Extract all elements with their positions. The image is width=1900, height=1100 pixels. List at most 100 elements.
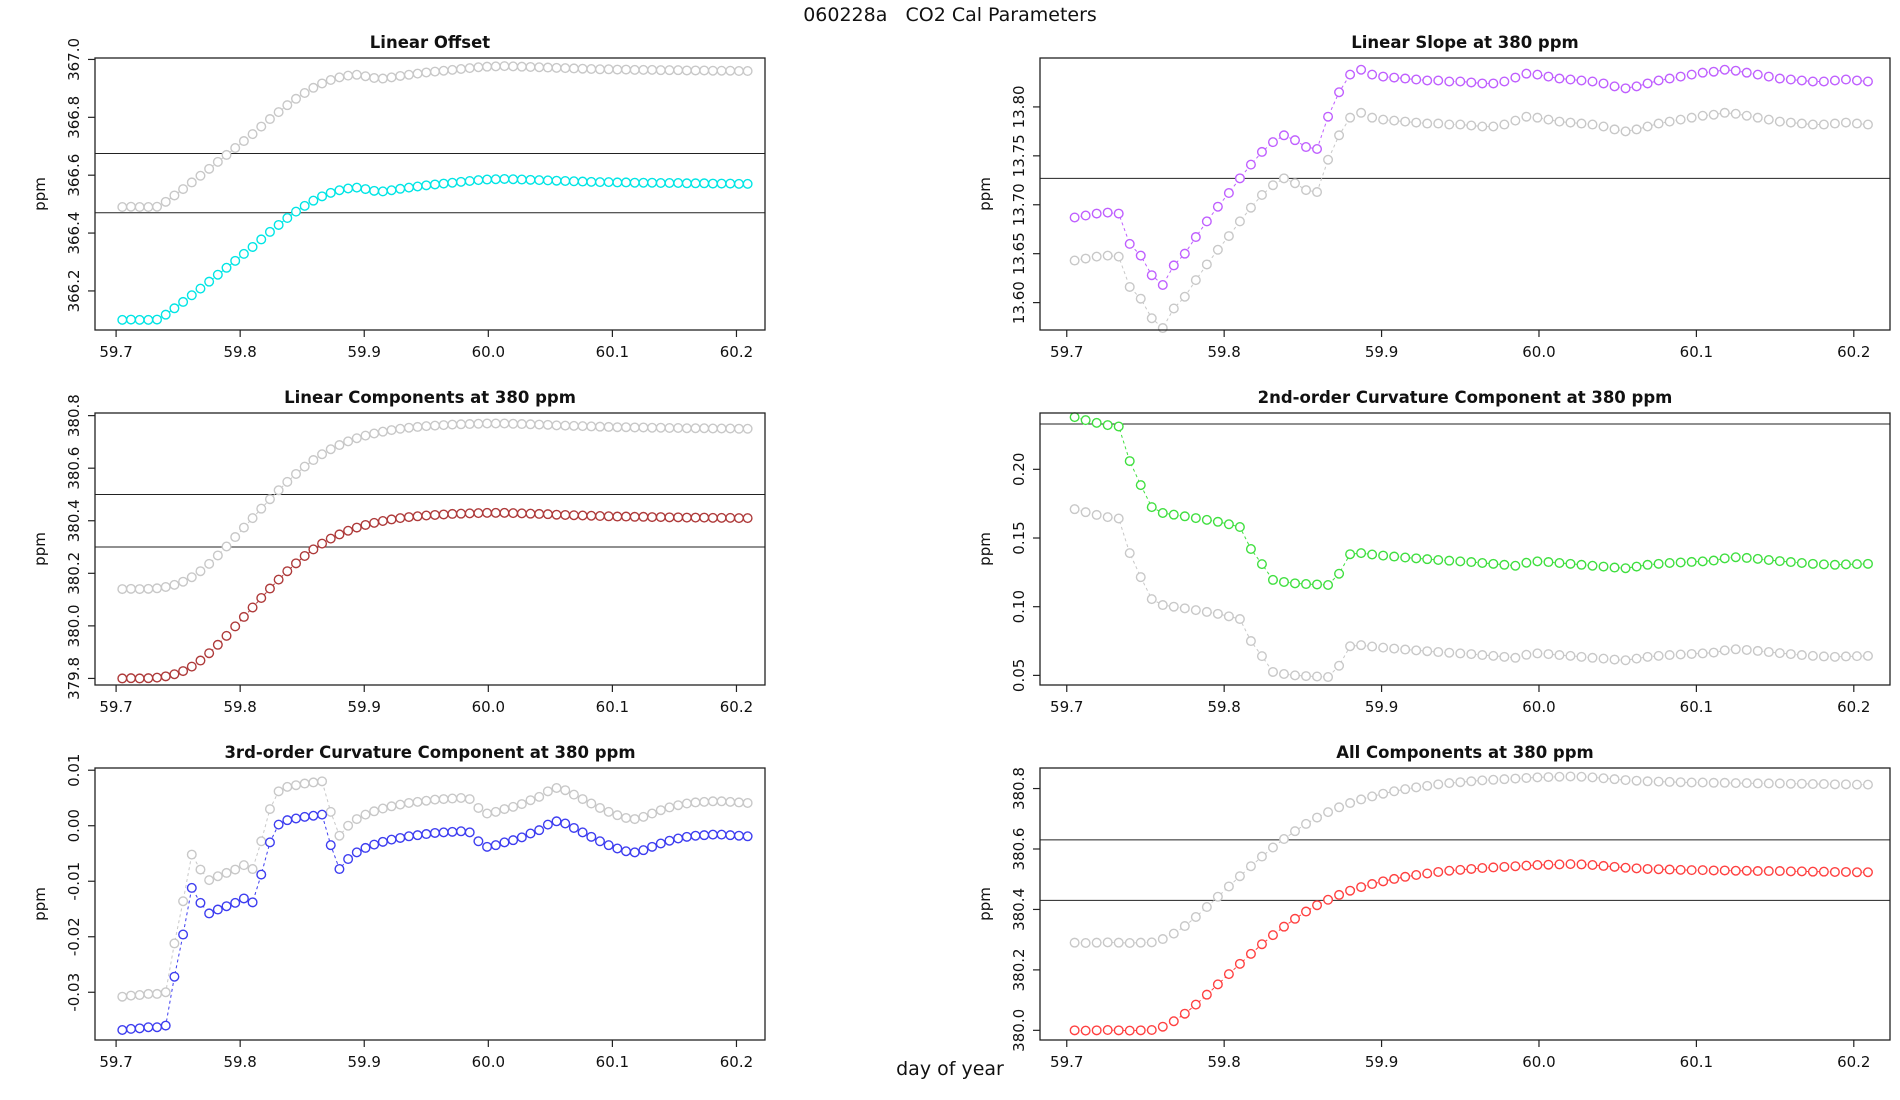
data-point	[733, 66, 744, 77]
data-point	[1818, 119, 1829, 130]
data-point	[317, 776, 328, 787]
data-point	[1796, 778, 1807, 789]
data-point	[1422, 75, 1433, 86]
data-point	[499, 804, 510, 815]
y-axis: 380.0 380.2 380.4 380.6 380.8 ppm	[976, 767, 1040, 1052]
y-tick-label: 366.6	[65, 154, 83, 197]
data-point	[725, 796, 736, 807]
plot-box	[94, 412, 766, 686]
data-point	[1664, 650, 1675, 661]
data-point	[1730, 644, 1741, 655]
data-point	[1201, 514, 1212, 525]
data-point	[638, 64, 649, 75]
data-point	[238, 893, 249, 904]
data-point	[152, 583, 163, 594]
data-point	[1796, 866, 1807, 877]
data-point	[1499, 559, 1510, 570]
data-point	[1455, 777, 1466, 788]
data-point	[568, 420, 579, 431]
data-point	[1851, 75, 1862, 86]
data-point	[1124, 238, 1135, 249]
data-point	[725, 423, 736, 434]
data-point	[1752, 553, 1763, 564]
data-point	[1719, 645, 1730, 656]
data-point	[125, 673, 136, 684]
data-point	[221, 149, 232, 160]
data-point	[1686, 556, 1697, 567]
data-point	[499, 418, 510, 429]
y-axis: 366.2 366.4 366.6 366.8 367.0 ppm	[31, 38, 95, 312]
data-point	[603, 64, 614, 75]
data-point	[160, 309, 171, 320]
data-point	[464, 827, 475, 838]
data-point	[447, 419, 458, 430]
data-point	[456, 63, 467, 74]
data-point	[1334, 568, 1345, 579]
data-point	[308, 82, 319, 93]
data-point	[351, 847, 362, 858]
data-point	[308, 544, 319, 555]
data-point	[568, 176, 579, 187]
data-point	[551, 509, 562, 520]
data-point	[1521, 860, 1532, 871]
data-point	[264, 494, 275, 505]
data-point	[1157, 1021, 1168, 1032]
data-point	[1466, 649, 1477, 660]
y-axis-title: ppm	[31, 177, 49, 211]
data-point	[169, 579, 180, 590]
data-point	[1488, 774, 1499, 785]
data-point	[143, 988, 154, 999]
data-point	[1653, 558, 1664, 569]
data-point	[386, 185, 397, 196]
data-point	[1719, 64, 1730, 75]
data-point	[134, 314, 145, 325]
data-point	[299, 811, 310, 822]
data-point	[438, 65, 449, 76]
panel-title: All Components at 380 ppm	[1336, 743, 1594, 762]
data-point	[560, 175, 571, 186]
data-point	[1367, 549, 1378, 560]
data-point	[1565, 74, 1576, 85]
data-point	[1400, 644, 1411, 655]
data-point	[1135, 293, 1146, 304]
data-point	[1223, 231, 1234, 242]
x-tick-label: 59.9	[1365, 1053, 1398, 1071]
data-point	[699, 796, 710, 807]
data-point	[360, 430, 371, 441]
x-tick-label: 60.1	[596, 343, 629, 361]
data-point	[464, 419, 475, 430]
data-point	[1301, 579, 1312, 590]
data-point	[1334, 130, 1345, 141]
data-point	[1598, 121, 1609, 132]
data-point	[1234, 614, 1245, 625]
data-point	[195, 655, 206, 666]
data-point	[1455, 556, 1466, 567]
data-point	[1278, 834, 1289, 845]
data-point	[1444, 647, 1455, 658]
data-point	[1620, 126, 1631, 137]
data-point	[1752, 69, 1763, 80]
data-point	[143, 673, 154, 684]
y-tick-label: 13.70	[1010, 183, 1028, 226]
data-point	[403, 797, 414, 808]
data-point	[1741, 644, 1752, 655]
data-point	[1697, 777, 1708, 788]
data-point	[1807, 779, 1818, 790]
data-point	[1312, 579, 1323, 590]
data-point	[1389, 786, 1400, 797]
x-axis: 59.7 59.8 59.9 60.0 60.1 60.2	[1050, 1040, 1870, 1071]
data-point	[1411, 645, 1422, 656]
data-point	[1763, 647, 1774, 658]
data-point	[690, 423, 701, 434]
data-point	[1543, 557, 1554, 568]
data-point	[647, 841, 658, 852]
data-point	[1422, 868, 1433, 879]
y-tick-label: 13.80	[1010, 85, 1028, 128]
series-points-current	[117, 507, 753, 684]
series-line-reference	[122, 423, 748, 590]
data-point	[447, 793, 458, 804]
y-tick-label: 0.10	[1010, 590, 1028, 623]
data-point	[1840, 74, 1851, 85]
data-point	[1323, 807, 1334, 818]
data-point	[664, 422, 675, 433]
